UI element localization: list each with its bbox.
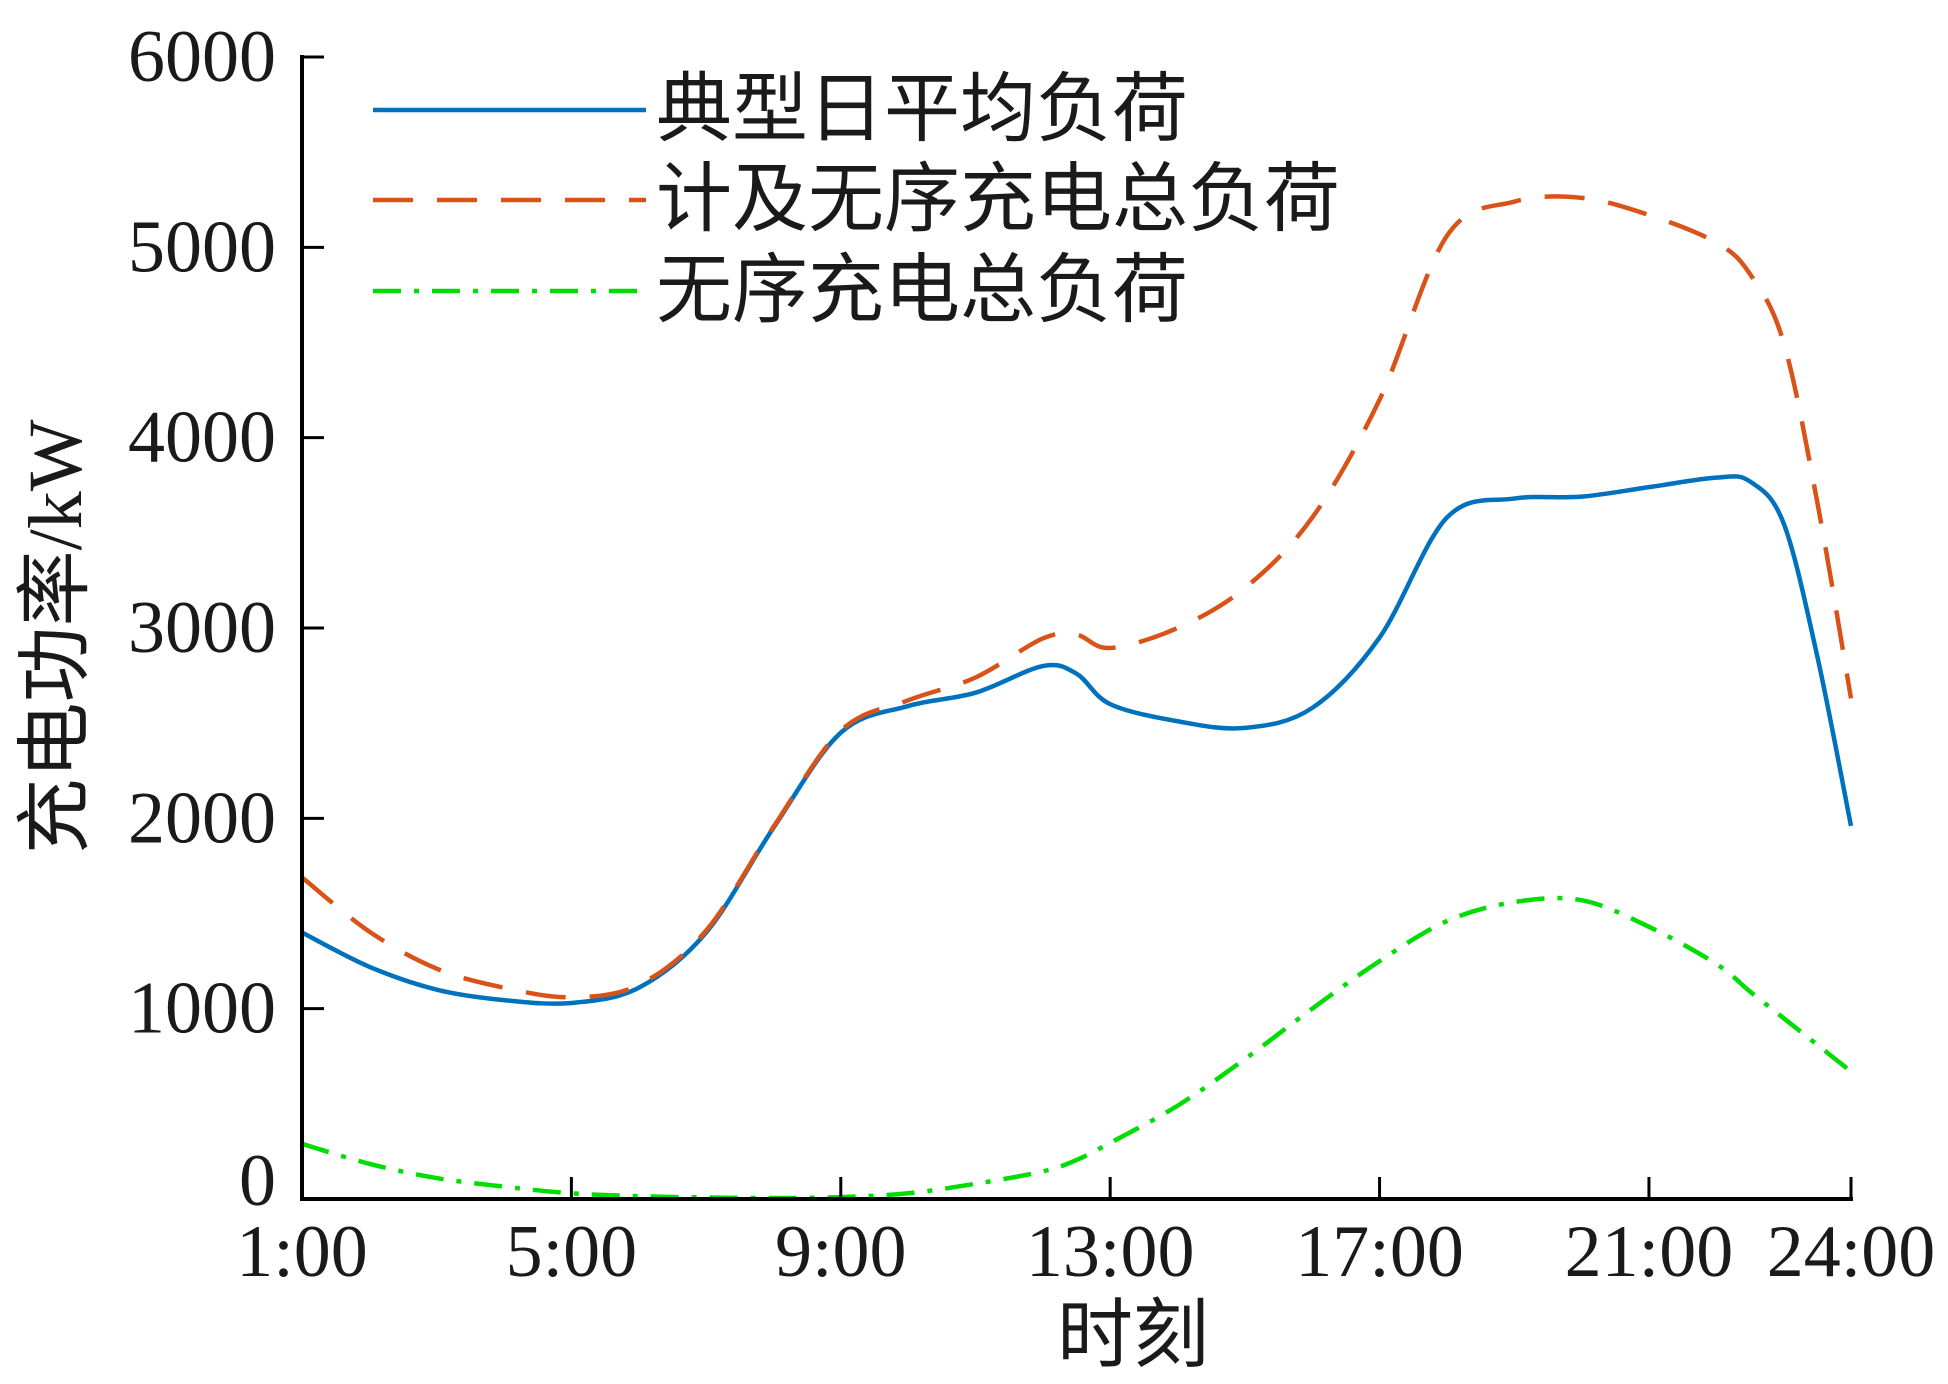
plot-area [300,194,1854,1201]
y-tick-label: 0 [239,1140,276,1222]
legend-label-1: 计及无序充电总负荷 [656,158,1340,242]
y-tick-label: 5000 [128,206,276,288]
series-line-0 [300,474,1854,1006]
x-tick-label: 1:00 [236,1211,368,1293]
y-tick-label: 3000 [128,587,276,669]
x-tick-label: 17:00 [1295,1211,1464,1293]
y-axis-label: 充电功率/kW [14,419,98,854]
legend-label-0: 典型日平均负荷 [656,68,1188,152]
y-tick-label: 1000 [128,968,276,1050]
series-line-2 [301,895,1853,1201]
y-tick-label: 4000 [128,397,276,479]
axes: 0 1000 2000 3000 4000 5000 6000 1:00 5:00 9:00 13:… [128,16,1935,1293]
x-tick-label: 5:00 [506,1211,638,1293]
series-line-1 [300,194,1854,1000]
x-tick-label: 13:00 [1026,1211,1195,1293]
y-tick-label: 2000 [128,777,276,859]
y-tick-label: 6000 [128,16,276,98]
x-tick-label: 21:00 [1565,1211,1734,1293]
legend-label-2: 无序充电总负荷 [656,249,1188,333]
x-axis-label: 时刻 [1057,1294,1209,1378]
x-tick-label: 9:00 [775,1211,907,1293]
x-tick-label: 24:00 [1767,1211,1936,1293]
